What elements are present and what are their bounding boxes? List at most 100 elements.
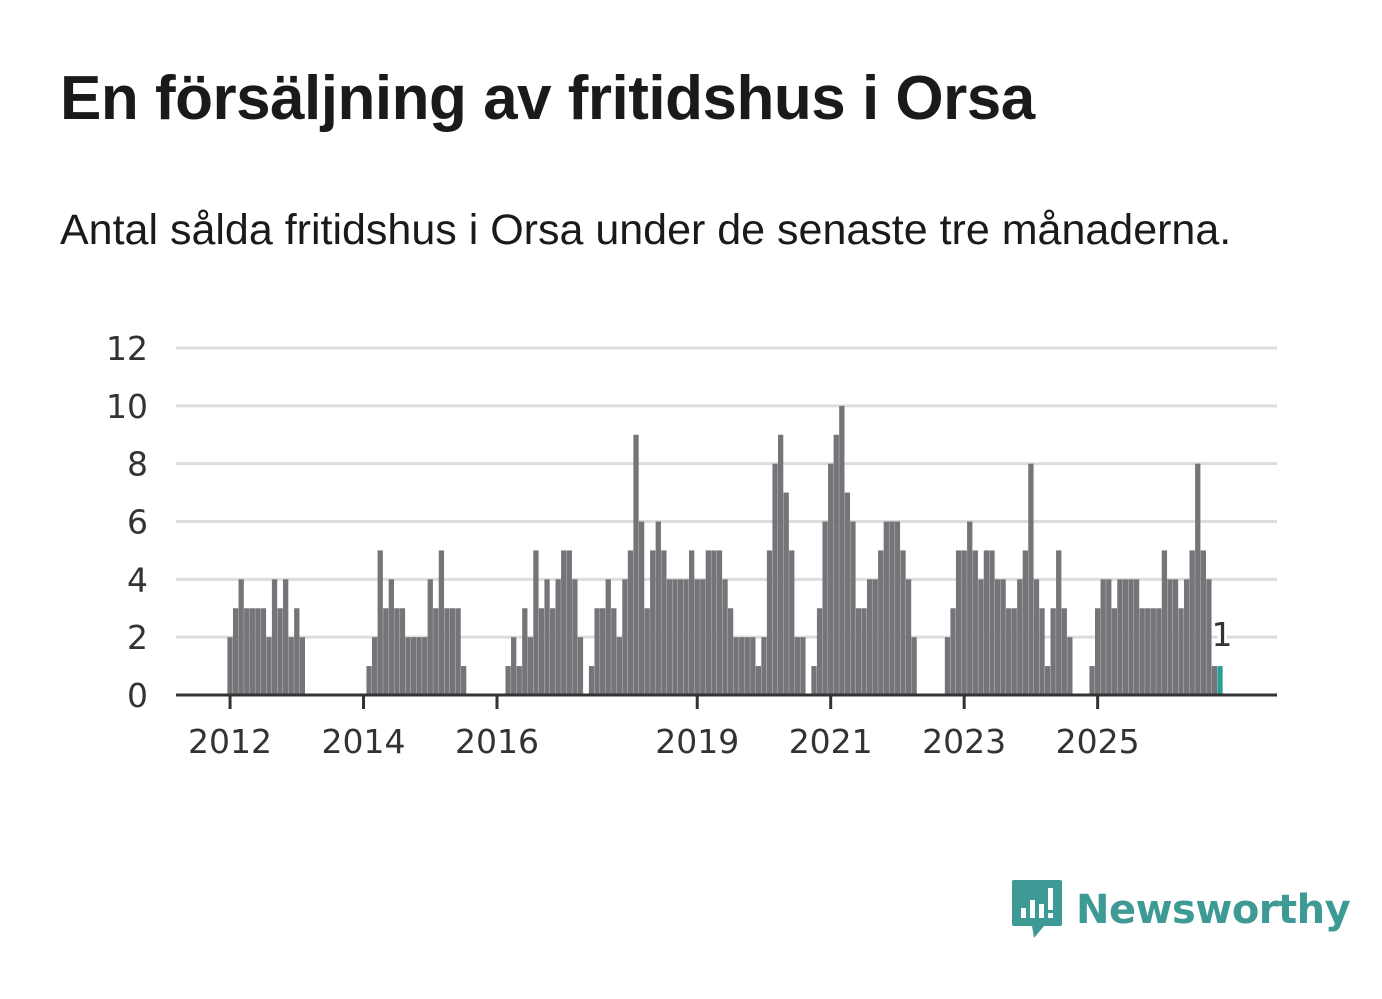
y-tick-label: 6 xyxy=(127,503,148,542)
bar xyxy=(1150,608,1156,695)
bar xyxy=(1183,579,1190,695)
bar xyxy=(611,608,617,695)
bar xyxy=(983,550,990,695)
bar xyxy=(872,579,878,695)
bar xyxy=(1100,579,1106,695)
bar xyxy=(861,608,867,695)
bar xyxy=(505,666,511,695)
bar xyxy=(672,579,678,695)
bar xyxy=(772,463,778,695)
bar xyxy=(777,434,784,695)
annotations: 1 xyxy=(1209,612,1236,657)
bar xyxy=(622,579,628,695)
bar xyxy=(750,637,756,695)
bar xyxy=(700,579,706,695)
axes: 0 2 4 6 8 10 12 2012 2014 2016 2019 2021 2023 2025 xyxy=(106,329,1277,761)
bar xyxy=(538,608,545,695)
x-tick-label: 2012 xyxy=(188,722,272,761)
x-tick-label: 2019 xyxy=(655,722,739,761)
bar xyxy=(677,579,684,695)
bar xyxy=(1089,666,1095,695)
bar xyxy=(516,666,522,695)
y-tick-label: 8 xyxy=(127,445,148,484)
bar xyxy=(1067,637,1073,695)
y-tick-label: 10 xyxy=(106,387,148,426)
bar xyxy=(889,521,895,695)
bar xyxy=(383,608,389,695)
bar xyxy=(794,637,800,695)
bar xyxy=(299,637,305,695)
bar xyxy=(588,666,595,695)
bar xyxy=(811,666,817,695)
bar xyxy=(416,637,422,695)
bar xyxy=(511,637,517,695)
bar xyxy=(944,637,951,695)
y-tick-label: 0 xyxy=(127,676,148,715)
bar xyxy=(255,608,261,695)
bar xyxy=(1139,608,1145,695)
bar xyxy=(866,579,873,695)
bar xyxy=(833,434,839,695)
bar xyxy=(727,608,734,695)
bar xyxy=(260,608,267,695)
bar xyxy=(989,550,995,695)
bar xyxy=(994,579,1001,695)
bar xyxy=(633,434,639,695)
bar xyxy=(950,608,956,695)
bar xyxy=(1195,463,1201,695)
bar xyxy=(244,608,250,695)
bar xyxy=(739,637,745,695)
x-tick-label: 2025 xyxy=(1056,722,1140,761)
bar xyxy=(449,608,456,695)
bar xyxy=(844,492,851,695)
bar xyxy=(427,579,433,695)
bar xyxy=(722,579,728,695)
bar xyxy=(816,608,823,695)
bar xyxy=(1172,579,1179,695)
newsworthy-logo[interactable]: Newsworthy xyxy=(1010,878,1351,942)
bar xyxy=(878,550,884,695)
bar xyxy=(911,637,917,695)
bar xyxy=(711,550,717,695)
bar xyxy=(894,521,901,695)
bar xyxy=(594,608,600,695)
bar xyxy=(1000,579,1006,695)
bar xyxy=(1167,579,1173,695)
bar xyxy=(271,579,278,695)
bar xyxy=(1156,608,1162,695)
bar xyxy=(283,579,289,695)
bar xyxy=(600,608,606,695)
bar xyxy=(238,579,244,695)
bar xyxy=(249,608,255,695)
bar xyxy=(883,521,889,695)
bar xyxy=(1106,579,1112,695)
bar xyxy=(1044,666,1051,695)
bar xyxy=(399,608,406,695)
x-tick-label: 2023 xyxy=(922,722,1006,761)
bar xyxy=(1161,550,1168,695)
bar xyxy=(616,637,623,695)
bar xyxy=(800,637,806,695)
bar xyxy=(955,550,962,695)
bar xyxy=(277,608,283,695)
bar xyxy=(288,637,294,695)
bar xyxy=(850,521,856,695)
bar xyxy=(689,550,695,695)
bar xyxy=(544,579,550,695)
bar xyxy=(410,637,417,695)
bar xyxy=(755,666,762,695)
y-tick-label: 12 xyxy=(106,329,148,368)
bar xyxy=(744,637,750,695)
bar xyxy=(705,550,711,695)
y-tick-label: 2 xyxy=(127,618,148,657)
bars xyxy=(227,405,1223,695)
bar xyxy=(1039,608,1045,695)
bar xyxy=(422,637,428,695)
bar xyxy=(572,579,578,695)
bar xyxy=(1011,608,1017,695)
bar xyxy=(789,550,795,695)
bar xyxy=(822,521,828,695)
bar xyxy=(1095,608,1101,695)
bar xyxy=(1056,550,1062,695)
bar xyxy=(366,666,372,695)
